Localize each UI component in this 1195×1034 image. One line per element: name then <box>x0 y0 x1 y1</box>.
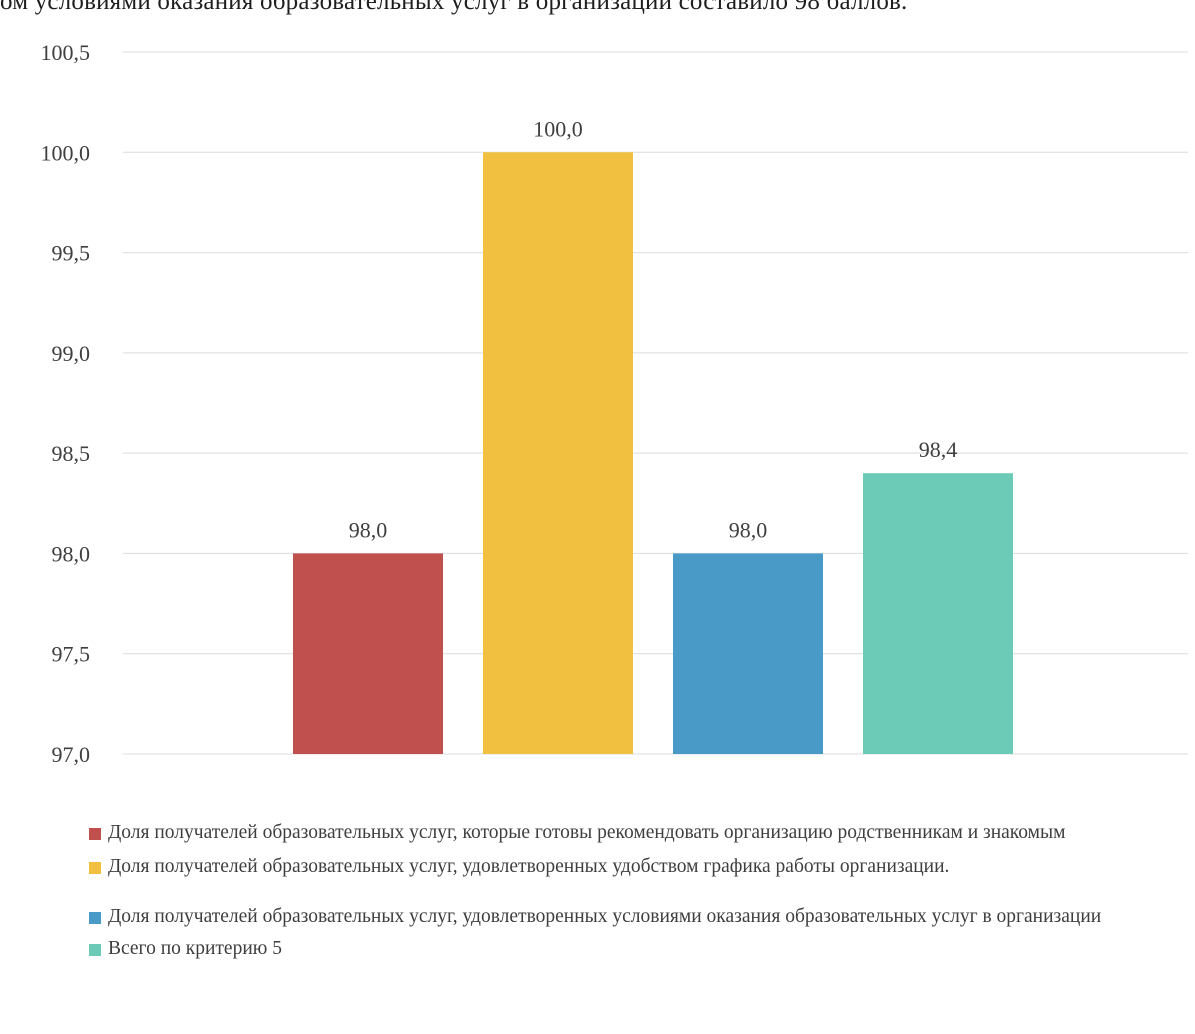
legend-swatch <box>89 944 101 956</box>
bars <box>293 152 1013 754</box>
bar-value-label: 98,4 <box>919 437 958 462</box>
bar-value-label: 98,0 <box>349 517 388 542</box>
legend-item: Доля получателей образовательных услуг, … <box>88 820 1188 845</box>
bar <box>863 473 1013 754</box>
header-text: ом условиями оказания образовательных ус… <box>0 0 908 15</box>
data-labels: 98,0 100,0 98,0 98,4 <box>349 116 958 542</box>
y-tick-label: 100,0 <box>41 140 91 165</box>
legend-swatch <box>89 862 101 874</box>
bar-value-label: 98,0 <box>729 517 768 542</box>
bar <box>293 553 443 754</box>
legend-label: Доля получателей образовательных услуг, … <box>108 856 950 877</box>
y-tick-label: 99,0 <box>52 341 91 366</box>
legend-label: Доля получателей образовательных услуг, … <box>108 906 1102 927</box>
y-tick-label: 97,5 <box>52 642 91 667</box>
y-tick-label: 100,5 <box>41 40 91 65</box>
legend-swatch <box>89 912 101 924</box>
gridlines <box>123 51 1188 755</box>
y-tick-label: 98,5 <box>52 441 91 466</box>
y-tick-label: 97,0 <box>52 742 91 767</box>
bar <box>483 152 633 754</box>
chart-container: 97,0 97,5 98,0 98,5 99,0 99,5 100,0 100,5 98,0 1… <box>8 28 1188 1028</box>
bar-chart: 97,0 97,5 98,0 98,5 99,0 99,5 100,0 100,5 98,0 1… <box>41 40 1188 767</box>
legend-item: Всего по критерию 5 <box>88 936 1188 961</box>
y-tick-label: 98,0 <box>52 541 91 566</box>
legend: Доля получателей образовательных услуг, … <box>88 820 1188 961</box>
legend-swatch <box>89 828 101 840</box>
y-axis-ticks: 97,0 97,5 98,0 98,5 99,0 99,5 100,0 100,5 <box>41 40 91 767</box>
legend-label: Всего по критерию 5 <box>108 938 282 959</box>
legend-item: Доля получателей образовательных услуг, … <box>88 904 1188 929</box>
legend-label: Доля получателей образовательных услуг, … <box>108 822 1066 843</box>
legend-item: Доля получателей образовательных услуг, … <box>88 854 1188 879</box>
y-tick-label: 99,5 <box>52 241 91 266</box>
bar <box>673 553 823 754</box>
bar-value-label: 100,0 <box>533 116 583 141</box>
